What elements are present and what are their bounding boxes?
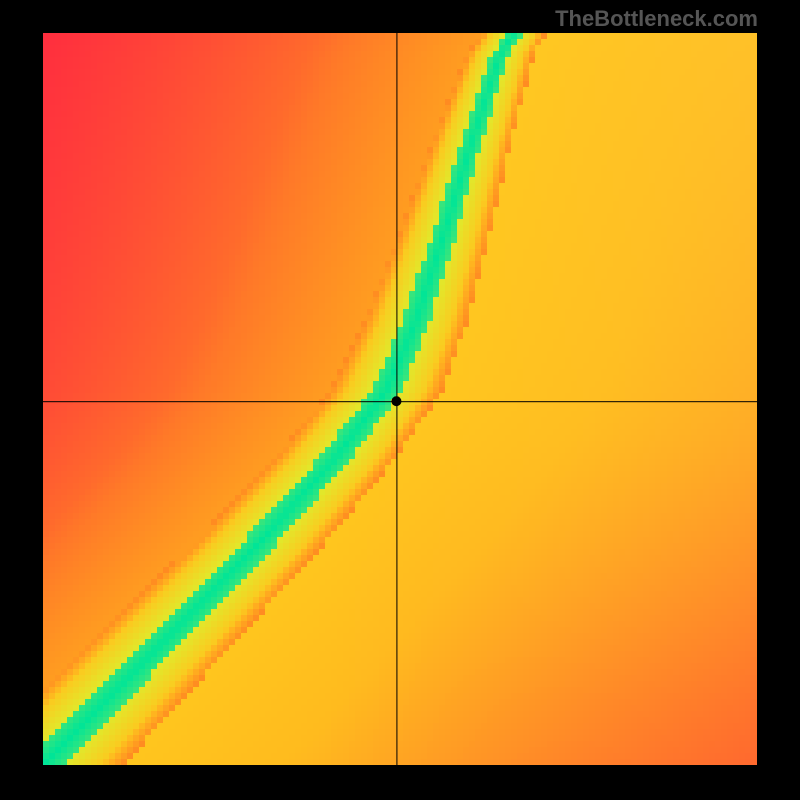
heatmap-canvas: [0, 0, 800, 800]
chart-stage: TheBottleneck.com: [0, 0, 800, 800]
watermark-text: TheBottleneck.com: [555, 6, 758, 32]
